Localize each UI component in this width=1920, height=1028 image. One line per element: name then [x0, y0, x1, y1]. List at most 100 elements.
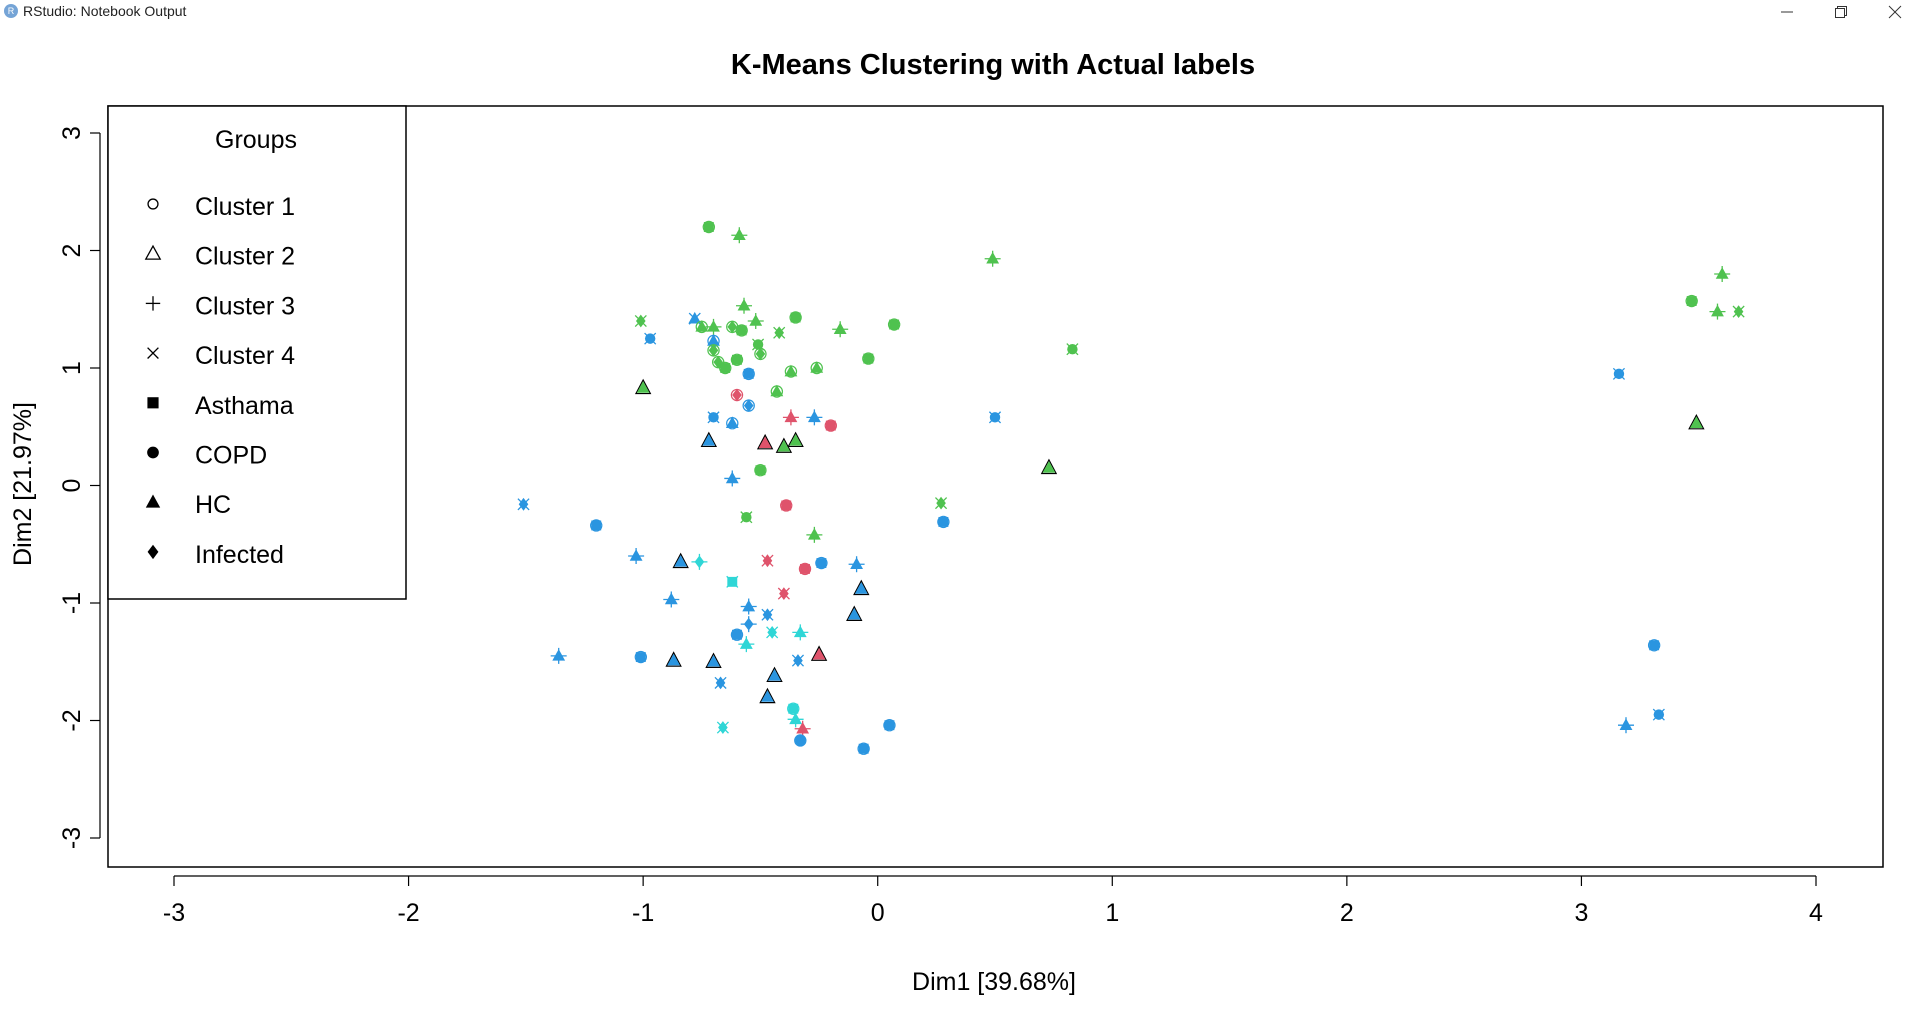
data-point	[883, 719, 896, 732]
data-point	[789, 311, 802, 324]
legend-entry: Cluster 3	[145, 292, 295, 320]
minimize-button[interactable]	[1764, 0, 1810, 24]
legend-entry: Cluster 4	[147, 342, 295, 370]
r-app-icon: R	[4, 4, 18, 18]
data-point	[937, 515, 950, 529]
y-tick-label: 2	[58, 244, 86, 258]
data-point	[742, 399, 755, 412]
data-point	[794, 734, 807, 747]
legend-entry: HC	[145, 491, 231, 519]
x-tick-label: -3	[163, 899, 185, 927]
window-title: RStudio: Notebook Output	[23, 3, 187, 19]
window-titlebar: R RStudio: Notebook Output	[0, 0, 1920, 24]
data-point	[724, 470, 741, 487]
x-tick-label: 0	[871, 899, 885, 927]
data-point	[770, 384, 784, 398]
legend-entry: Cluster 2	[144, 243, 295, 271]
data-point	[716, 721, 729, 734]
data-point	[787, 431, 804, 448]
data-point	[700, 431, 718, 448]
data-point	[848, 556, 865, 573]
data-point	[862, 352, 875, 365]
legend-entry: Asthama	[147, 392, 294, 420]
x-tick-label: 4	[1809, 899, 1823, 927]
legend-entry-label: Cluster 2	[195, 243, 295, 271]
data-point	[1688, 413, 1705, 430]
legend-entry: Cluster 1	[147, 193, 295, 221]
y-tick-label: -2	[58, 709, 86, 731]
data-point	[787, 702, 800, 715]
data-point	[663, 591, 680, 608]
data-point	[705, 652, 722, 668]
data-point	[787, 711, 804, 728]
data-point	[725, 416, 739, 430]
data-point	[1709, 303, 1726, 320]
data-point	[1066, 343, 1079, 356]
data-point	[634, 378, 652, 395]
data-point	[761, 608, 774, 622]
data-point	[628, 548, 645, 564]
legend-entry-label: Asthama	[195, 392, 294, 420]
y-tick-label: -3	[58, 827, 86, 849]
y-tick-label: 0	[58, 479, 86, 493]
data-point	[1652, 708, 1665, 721]
restore-button[interactable]	[1818, 0, 1864, 24]
legend-entry-label: Cluster 1	[195, 193, 295, 221]
data-point	[740, 511, 753, 524]
legend-box	[107, 105, 407, 600]
data-point	[1714, 266, 1731, 282]
data-point	[810, 361, 824, 375]
data-point	[766, 666, 783, 683]
data-point	[1040, 458, 1058, 475]
data-point	[775, 437, 793, 453]
legend-entry-label: Cluster 3	[195, 292, 295, 320]
data-point	[887, 318, 901, 331]
data-point	[730, 388, 744, 402]
data-point	[691, 553, 708, 570]
data-point	[754, 464, 767, 477]
data-point	[517, 497, 530, 511]
data-point	[705, 318, 722, 335]
x-tick-label: 2	[1340, 899, 1354, 927]
data-point	[761, 554, 774, 568]
data-point	[735, 324, 748, 337]
data-point	[738, 636, 755, 653]
data-point	[740, 616, 757, 633]
data-point	[754, 347, 767, 361]
data-point	[773, 326, 786, 340]
data-point	[550, 647, 567, 664]
x-axis-label: Dim1 [39.68%]	[912, 968, 1076, 996]
scatter-plot: K-Means Clustering with Actual labels -3…	[9, 49, 1884, 996]
data-point	[731, 227, 748, 244]
data-point	[988, 411, 1002, 424]
legend-entry: Infected	[147, 541, 284, 569]
data-point	[707, 343, 720, 357]
close-button[interactable]	[1872, 0, 1918, 24]
x-tick-label: 3	[1574, 899, 1588, 927]
data-point	[1647, 639, 1661, 652]
legend-entry-label: COPD	[195, 442, 267, 470]
legend-entry: COPD	[147, 442, 267, 470]
data-point	[719, 361, 732, 375]
data-point	[672, 552, 689, 569]
data-point	[730, 353, 744, 366]
data-point	[742, 367, 755, 381]
data-point	[1612, 367, 1626, 380]
data-point	[1617, 717, 1634, 734]
data-point	[714, 676, 727, 690]
legend-title: Groups	[215, 126, 297, 154]
data-point	[798, 562, 812, 576]
legend: Groups Cluster 1 Cluster 2 Cluster 3 Cluster…	[107, 105, 407, 600]
y-tick-label: -1	[58, 592, 86, 614]
minimize-icon	[1781, 11, 1793, 13]
data-point	[756, 433, 774, 450]
x-tick-label: -2	[397, 899, 419, 927]
data-point	[791, 654, 805, 667]
data-point	[810, 645, 828, 661]
data-point	[815, 556, 828, 570]
data-point	[644, 332, 657, 345]
data-point	[1732, 305, 1745, 318]
y-tick-label: 3	[58, 126, 86, 140]
y-axis-label: Dim2 [21.97%]	[9, 402, 37, 566]
data-point	[740, 598, 757, 615]
